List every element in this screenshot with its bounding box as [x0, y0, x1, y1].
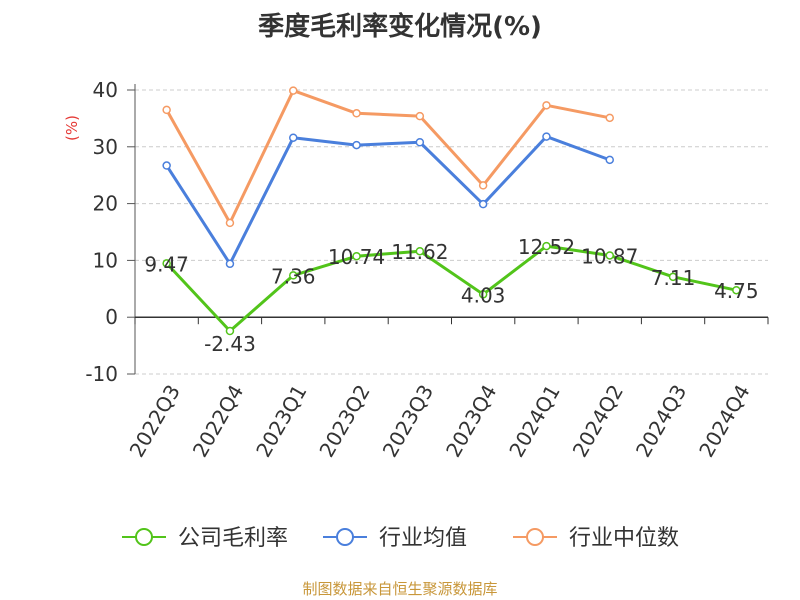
legend-item: 公司毛利率: [122, 526, 288, 551]
data-point: [289, 86, 298, 95]
data-label: -2.43: [204, 332, 256, 356]
x-tick-label: 2022Q4: [188, 381, 248, 462]
data-point: [225, 259, 235, 269]
series-line: [165, 89, 611, 225]
x-tick-label: 2023Q4: [441, 381, 501, 462]
x-tick-label: 2023Q3: [378, 381, 438, 462]
data-point: [352, 251, 361, 261]
x-tick-label: 2023Q2: [314, 381, 374, 462]
data-point: [478, 181, 488, 190]
data-point: [732, 285, 741, 295]
data-point: [352, 140, 361, 150]
x-tick-label: 2024Q1: [504, 381, 564, 462]
data-point: [289, 133, 298, 142]
data-label: 4.75: [714, 279, 759, 303]
data-point: [605, 251, 614, 260]
legend-label: 行业均值: [379, 526, 467, 551]
x-tick-label: 2024Q3: [631, 381, 691, 462]
series-layer: [162, 86, 741, 336]
x-tick-label: 2023Q1: [251, 381, 311, 462]
data-point: [225, 218, 235, 228]
x-tick-label: 2024Q2: [568, 381, 628, 462]
data-label: 11.62: [391, 240, 448, 264]
data-label: 7.36: [271, 264, 316, 288]
data-point: [478, 199, 488, 209]
data-point: [605, 113, 614, 123]
data-label: 10.74: [328, 245, 385, 269]
data-point: [478, 290, 488, 299]
data-label-layer: 9.47 -2.43 7.36 10.74 11.62 4.03 12.52 10.87 7.1…: [144, 235, 758, 356]
data-point: [162, 105, 171, 115]
y-tick-label: 40: [93, 78, 118, 102]
legend-marker: [336, 528, 354, 546]
source-footer: 制图数据来自恒生聚源数据库: [302, 580, 498, 598]
legend-marker: [135, 528, 153, 546]
data-point: [415, 246, 425, 256]
data-label: 9.47: [144, 252, 189, 276]
x-tick-label: 2022Q3: [125, 381, 185, 462]
legend-label: 行业中位数: [569, 526, 679, 551]
data-point: [542, 101, 551, 110]
data-point: [668, 272, 678, 282]
data-label: 4.03: [461, 283, 506, 307]
chart-title: 季度毛利率变化情况(%): [258, 12, 542, 42]
data-point: [225, 326, 235, 336]
data-point: [162, 161, 171, 170]
data-point: [289, 271, 298, 280]
data-point: [542, 241, 551, 251]
y-tick-label: 30: [93, 135, 118, 159]
legend: 公司毛利率 行业均值 行业中位数: [122, 526, 679, 551]
data-point: [352, 109, 361, 118]
data-point: [415, 138, 425, 147]
y-tick-label: 10: [93, 248, 118, 272]
series-line: [165, 244, 737, 333]
y-tick-label: 20: [93, 192, 118, 216]
data-label: 7.11: [651, 266, 696, 290]
y-axis-unit-label: (%): [63, 115, 81, 141]
x-tick-label: 2024Q4: [694, 381, 754, 462]
legend-label: 公司毛利率: [178, 526, 288, 551]
data-point: [162, 259, 171, 268]
data-point: [542, 132, 551, 141]
data-label: 10.87: [581, 244, 638, 268]
legend-item: 行业中位数: [513, 526, 679, 551]
data-label: 12.52: [518, 235, 575, 259]
legend-marker: [526, 528, 544, 546]
series-line: [165, 135, 611, 266]
legend-item: 行业均值: [323, 526, 467, 551]
y-tick-label: -10: [85, 362, 118, 386]
data-point: [415, 111, 425, 121]
y-tick-label: 0: [105, 305, 118, 329]
data-point: [605, 155, 614, 165]
